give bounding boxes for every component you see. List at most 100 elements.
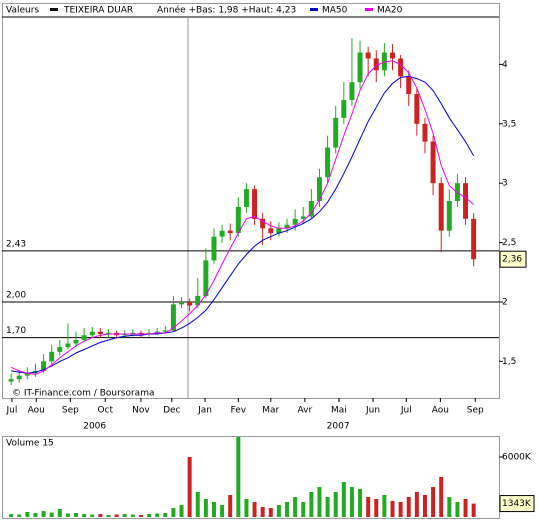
- volume-bar: [414, 492, 419, 517]
- volume-bar: [471, 503, 476, 517]
- volume-bar: [138, 515, 143, 517]
- volume-bar: [57, 509, 62, 517]
- y-tick-label: 4: [502, 60, 508, 70]
- volume-bar: [382, 495, 387, 517]
- volume-bar: [211, 502, 216, 517]
- volume-bar: [49, 512, 54, 517]
- candle-body: [438, 183, 444, 231]
- volume-bar: [65, 513, 70, 517]
- last-volume-box: [499, 495, 535, 513]
- x-tick-label: Oct: [97, 406, 113, 416]
- x-tick-label: Sep: [467, 406, 484, 416]
- candle-body: [65, 343, 71, 348]
- candle-body: [430, 141, 436, 184]
- candle-body: [260, 218, 266, 229]
- candle-body: [146, 332, 152, 335]
- candle-body: [373, 58, 379, 71]
- legend-swatch: [310, 8, 318, 11]
- candle-body: [284, 224, 290, 229]
- candle-body: [446, 201, 452, 231]
- candle-body: [406, 76, 412, 95]
- x-tick-label: Mai: [331, 406, 347, 416]
- volume-tick-label: 6000K: [502, 453, 532, 463]
- volume-bar: [260, 507, 265, 517]
- x-tick-label: Fev: [231, 406, 247, 416]
- candle-body: [365, 52, 371, 59]
- legend-name: TEIXEIRA DUAR: [63, 6, 133, 16]
- candle-body: [349, 82, 355, 101]
- volume-bar: [276, 505, 281, 517]
- x-tick-label: Avr: [298, 406, 313, 416]
- ma-line: [10, 60, 475, 375]
- volume-bar: [358, 489, 363, 517]
- candle-body: [243, 189, 249, 207]
- x-tick-label: Mar: [262, 406, 279, 416]
- candle-body: [341, 100, 347, 118]
- candle-body: [162, 330, 168, 332]
- volume-bar: [130, 514, 135, 517]
- candle-body: [398, 58, 404, 77]
- candle-body: [170, 304, 176, 331]
- volume-bar: [171, 508, 176, 517]
- volume-bar: [179, 505, 184, 517]
- candle-body: [292, 218, 298, 225]
- legend-label: Valeurs: [6, 6, 39, 16]
- candle-body: [463, 183, 469, 219]
- volume-bar: [431, 487, 436, 517]
- volume-bar: [366, 497, 371, 517]
- x-tick-label: Sep: [62, 406, 79, 416]
- ref-label: 2,00: [6, 290, 26, 300]
- ma-line: [11, 75, 475, 374]
- volume-bar: [90, 514, 95, 517]
- candle-body: [130, 332, 136, 335]
- candle-body: [195, 296, 201, 306]
- candle-body: [73, 339, 79, 344]
- candle-body: [187, 301, 193, 306]
- candle-body: [227, 230, 233, 234]
- candle-body: [252, 189, 258, 219]
- volume-bar: [147, 514, 152, 517]
- volume-bar: [252, 502, 257, 517]
- year-label: 2006: [83, 422, 106, 432]
- candle-body: [97, 331, 103, 335]
- candle-body: [308, 201, 314, 217]
- legend-swatch: [50, 8, 58, 11]
- candle-body: [154, 331, 160, 333]
- volume-bar: [98, 514, 103, 517]
- volume-bar: [325, 497, 330, 517]
- volume-bar: [244, 499, 249, 517]
- candle-body: [24, 373, 30, 376]
- volume-bar: [293, 497, 298, 517]
- candle-body: [357, 52, 363, 83]
- volume-bar: [25, 512, 30, 517]
- year-label: 2007: [327, 422, 350, 432]
- x-tick-label: Jun: [365, 406, 380, 416]
- candle-body: [414, 94, 420, 124]
- volume-bar: [455, 502, 460, 517]
- candle-body: [138, 332, 144, 335]
- range-text: Année +Bas: 1,98 +Haut: 4,23: [157, 5, 296, 16]
- x-tick-label: Jul: [400, 406, 412, 416]
- volume-bar: [187, 457, 192, 517]
- volume-bar: [268, 508, 273, 517]
- candle-body: [219, 230, 225, 237]
- volume-bar: [122, 514, 127, 517]
- volume-bar: [9, 514, 14, 517]
- candle-body: [122, 334, 128, 336]
- volume-bar: [439, 477, 444, 517]
- candle-body: [89, 331, 95, 336]
- volume-bar: [406, 497, 411, 517]
- volume-bar: [106, 515, 111, 517]
- volume-bar: [390, 501, 395, 517]
- volume-bar: [422, 495, 427, 517]
- y-tick-label: 1,5: [502, 357, 516, 367]
- y-tick-label: 2: [502, 297, 508, 307]
- source: © IT-Finance.com / Boursorama: [12, 389, 154, 399]
- volume-bar: [17, 514, 22, 517]
- candle-body: [471, 218, 477, 260]
- candle-body: [16, 375, 22, 380]
- candle-body: [8, 379, 14, 382]
- x-tick-label: Nov: [132, 406, 150, 416]
- legend-item: MA50: [322, 6, 348, 16]
- volume-bar: [220, 505, 225, 517]
